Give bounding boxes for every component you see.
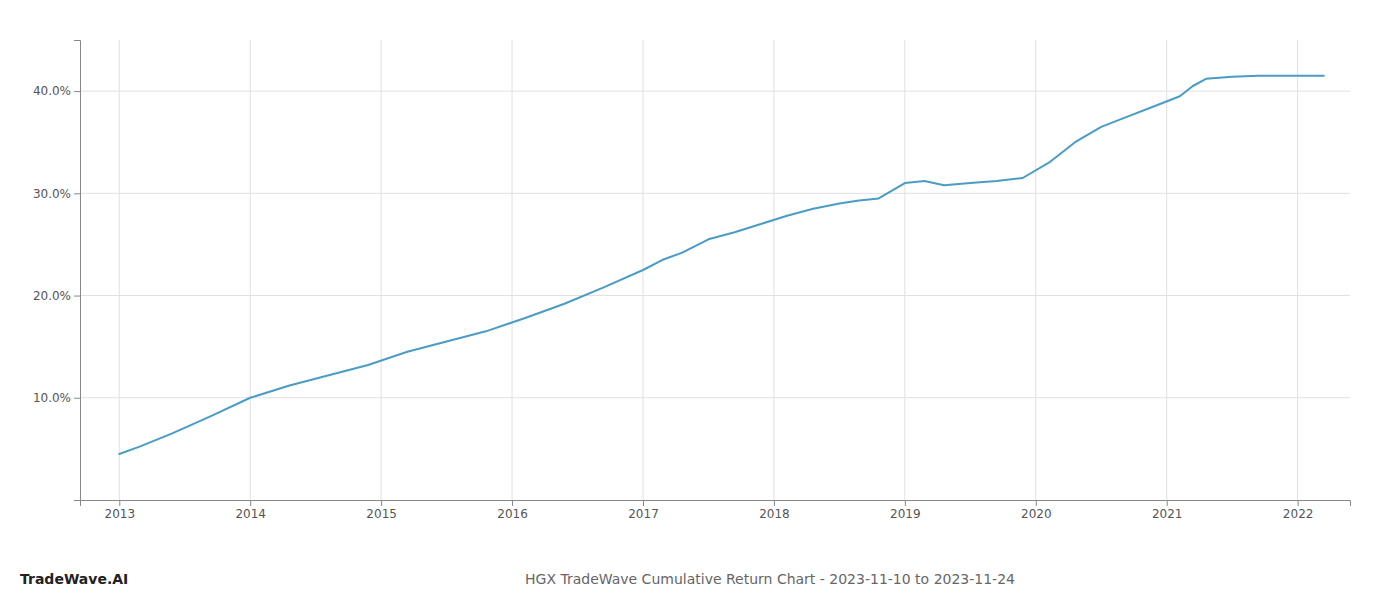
tick-mark	[1036, 500, 1037, 506]
grid-line-y	[80, 91, 1350, 92]
axis-line	[81, 501, 1351, 507]
tick-label: 20.0%	[33, 289, 71, 303]
grid-line-x	[250, 40, 251, 500]
y-tick: 10.0%	[33, 391, 80, 405]
plot: 2013 2014 2015 2016 2017 2018 2019 2020 2021 2022…	[33, 40, 1351, 521]
x-tick: 2016	[497, 500, 528, 521]
x-tick: 2014	[235, 500, 266, 521]
grid-line-x	[773, 40, 774, 500]
tick-mark	[74, 296, 80, 297]
tick-mark	[74, 193, 80, 194]
x-tick: 2015	[366, 500, 397, 521]
tick-mark	[119, 500, 120, 506]
axis-line	[74, 41, 81, 501]
tick-mark	[74, 398, 80, 399]
tick-mark	[1298, 500, 1299, 506]
tick-label: 2014	[235, 507, 266, 521]
x-tick: 2013	[105, 500, 136, 521]
tick-mark	[643, 500, 644, 506]
x-tick: 2021	[1152, 500, 1183, 521]
line	[119, 76, 1324, 454]
grid-line-x	[119, 40, 120, 500]
grid-line-x	[1297, 40, 1298, 500]
tick-mark	[74, 91, 80, 92]
grid-line-x	[512, 40, 513, 500]
tick-mark	[905, 500, 906, 506]
tick-label: 2022	[1283, 507, 1314, 521]
grid-line-y	[80, 193, 1350, 194]
tick-label: 2016	[497, 507, 528, 521]
tick-mark	[1167, 500, 1168, 506]
x-axis: 2013 2014 2015 2016 2017 2018 2019 2020 2021 2022	[81, 500, 1351, 521]
grid-line-x	[904, 40, 905, 500]
grid	[80, 40, 1350, 500]
tick-mark	[512, 500, 513, 506]
watermark: TradeWave.AI	[20, 571, 128, 587]
y-axis: 10.0% 20.0% 30.0% 40.0%	[33, 41, 81, 501]
grid-line-x	[1166, 40, 1167, 500]
tick-mark	[381, 500, 382, 506]
y-tick: 20.0%	[33, 289, 80, 303]
tick-label: 10.0%	[33, 391, 71, 405]
tick-label: 2015	[366, 507, 397, 521]
x-tick: 2020	[1021, 500, 1052, 521]
tick-label: 2013	[105, 507, 136, 521]
marks	[119, 76, 1324, 454]
x-tick: 2017	[628, 500, 659, 521]
x-tick: 2018	[759, 500, 790, 521]
y-tick: 40.0%	[33, 84, 80, 98]
grid-line-x	[381, 40, 382, 500]
tick-mark	[774, 500, 775, 506]
tick-label: 40.0%	[33, 84, 71, 98]
grid-line-y	[80, 295, 1350, 296]
tick-label: 2017	[628, 507, 659, 521]
x-tick: 2019	[890, 500, 921, 521]
tick-mark	[250, 500, 251, 506]
tick-label: 2019	[890, 507, 921, 521]
x-tick: 2022	[1283, 500, 1314, 521]
chart: 2013 2014 2015 2016 2017 2018 2019 2020 2021 2022…	[0, 0, 1400, 600]
grid-line-y	[80, 397, 1350, 398]
y-tick: 30.0%	[33, 187, 80, 201]
grid-line-x	[1035, 40, 1036, 500]
tick-label: 2020	[1021, 507, 1052, 521]
tick-label: 30.0%	[33, 187, 71, 201]
tick-label: 2021	[1152, 507, 1183, 521]
tick-label: 2018	[759, 507, 790, 521]
title: HGX TradeWave Cumulative Return Chart - …	[525, 571, 1015, 587]
